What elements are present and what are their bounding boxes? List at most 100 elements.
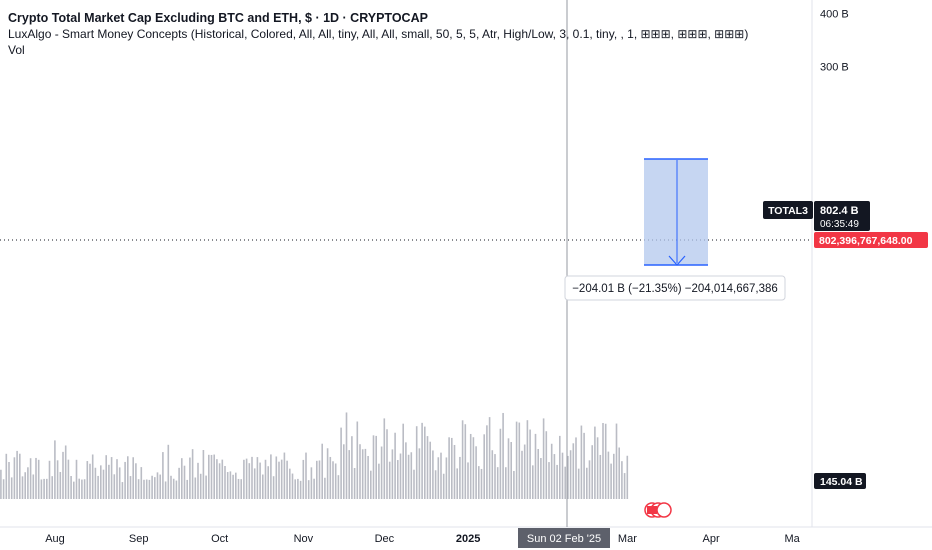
volume-legend[interactable]: Vol — [8, 43, 25, 57]
volume-bar — [275, 456, 278, 499]
volume-bar — [13, 457, 16, 499]
volume-bar — [170, 475, 172, 499]
volume-bar — [235, 472, 237, 499]
volume-bar — [127, 456, 129, 499]
volume-bar — [343, 444, 345, 499]
volume-bar — [402, 423, 404, 499]
volume-bar — [326, 448, 329, 499]
volume-bar — [178, 467, 180, 499]
price-axis[interactable]: 1.2 T1.1 T1 T900 B800 B700 B600 B500 B40… — [820, 0, 849, 74]
volume-bar — [307, 480, 310, 499]
volume-bar — [140, 467, 143, 499]
volume-tag-box — [814, 473, 866, 489]
volume-bar — [453, 444, 456, 499]
volume-bar — [16, 450, 18, 499]
volume-bar — [43, 478, 45, 499]
volume-bar — [248, 463, 251, 499]
volume-bar — [386, 429, 388, 499]
volume-bar — [599, 454, 602, 499]
volume-bar — [278, 461, 280, 499]
volume-bar — [280, 459, 283, 499]
volume-bar — [372, 435, 375, 499]
volume-bar — [116, 459, 118, 499]
event-flag-icon[interactable] — [656, 502, 672, 518]
volume-bar — [580, 425, 583, 499]
volume-bar — [496, 467, 499, 499]
volume-bar — [113, 474, 116, 499]
volume-bar — [183, 465, 186, 499]
volume-bar — [197, 462, 199, 499]
time-tick-label: Sep — [129, 533, 149, 545]
volume-bar — [391, 449, 394, 499]
volume-bar — [388, 461, 391, 499]
volume-bar — [332, 461, 334, 499]
volume-bar — [383, 418, 386, 499]
price-range-measure[interactable]: −204.01 B (−21.35%) −204,014,667,386 — [564, 158, 786, 301]
volume-bar — [518, 422, 521, 499]
volume-bar — [545, 431, 548, 499]
volume-bar — [283, 452, 286, 499]
volume-bar — [464, 424, 467, 499]
volume-bar — [553, 454, 556, 499]
volume-bar — [232, 474, 234, 499]
volume-bar — [513, 470, 515, 499]
volume-bar — [583, 432, 585, 499]
volume-bar — [2, 479, 5, 499]
volume-bar — [475, 446, 477, 499]
volume-bar — [135, 463, 137, 499]
volume-bar — [310, 467, 313, 499]
volume-bar — [424, 426, 426, 499]
volume-bar — [145, 479, 148, 499]
volume-bar — [572, 443, 575, 499]
volume-bar — [172, 478, 175, 499]
event-markers[interactable] — [644, 502, 672, 518]
time-axis[interactable]: Aug Sep Oct Nov Dec 2025 Mar Apr Ma — [45, 533, 800, 545]
volume-bar — [97, 475, 99, 499]
volume-bar — [345, 412, 348, 499]
volume-bar — [181, 458, 183, 499]
volume-bar — [502, 412, 504, 499]
volume-bar — [81, 479, 83, 499]
volume-bar — [46, 478, 48, 499]
measure-label: −204.01 B (−21.35%) −204,014,667,386 — [572, 283, 778, 295]
crosshair-time-box — [518, 528, 610, 548]
volume-bar — [348, 450, 350, 499]
volume-bar — [548, 462, 550, 499]
time-tick-label: Ma — [784, 533, 800, 545]
measure-box[interactable] — [644, 159, 708, 265]
volume-bar — [240, 479, 242, 499]
bar-countdown: 06:35:49 — [820, 219, 859, 230]
volume-bar — [507, 438, 510, 499]
volume-bar — [189, 457, 191, 499]
volume-bar — [156, 472, 159, 499]
volume-bar — [270, 454, 272, 499]
volume-bar — [75, 459, 78, 499]
volume-bar — [100, 465, 102, 499]
volume-bar — [434, 470, 437, 499]
volume-bar — [561, 452, 564, 499]
volume-bar — [537, 448, 539, 499]
volume-bar — [586, 467, 588, 499]
volume-bar — [361, 449, 364, 499]
volume-bar — [559, 435, 561, 499]
volume-bar — [64, 445, 67, 499]
volume-bar — [410, 452, 413, 499]
time-tick-label: Apr — [703, 533, 720, 545]
volume-bar — [380, 446, 383, 499]
volume-bar — [186, 479, 188, 499]
volume-bar — [124, 461, 126, 499]
exact-price: 802,396,767,648.00 — [819, 235, 913, 247]
volume-bar — [94, 467, 97, 499]
volume-bar — [105, 455, 107, 499]
indicator-legend[interactable]: LuxAlgo - Smart Money Concepts (Historic… — [8, 27, 749, 41]
volume-bar — [510, 442, 512, 499]
volume-bar — [73, 481, 75, 499]
volume-bar — [199, 473, 202, 499]
volume-bar — [459, 456, 461, 499]
volume-bar — [588, 460, 591, 499]
volume-bar — [602, 423, 604, 499]
volume-bar — [359, 444, 361, 499]
volume-bar — [10, 477, 13, 499]
volume-bar — [467, 462, 469, 499]
